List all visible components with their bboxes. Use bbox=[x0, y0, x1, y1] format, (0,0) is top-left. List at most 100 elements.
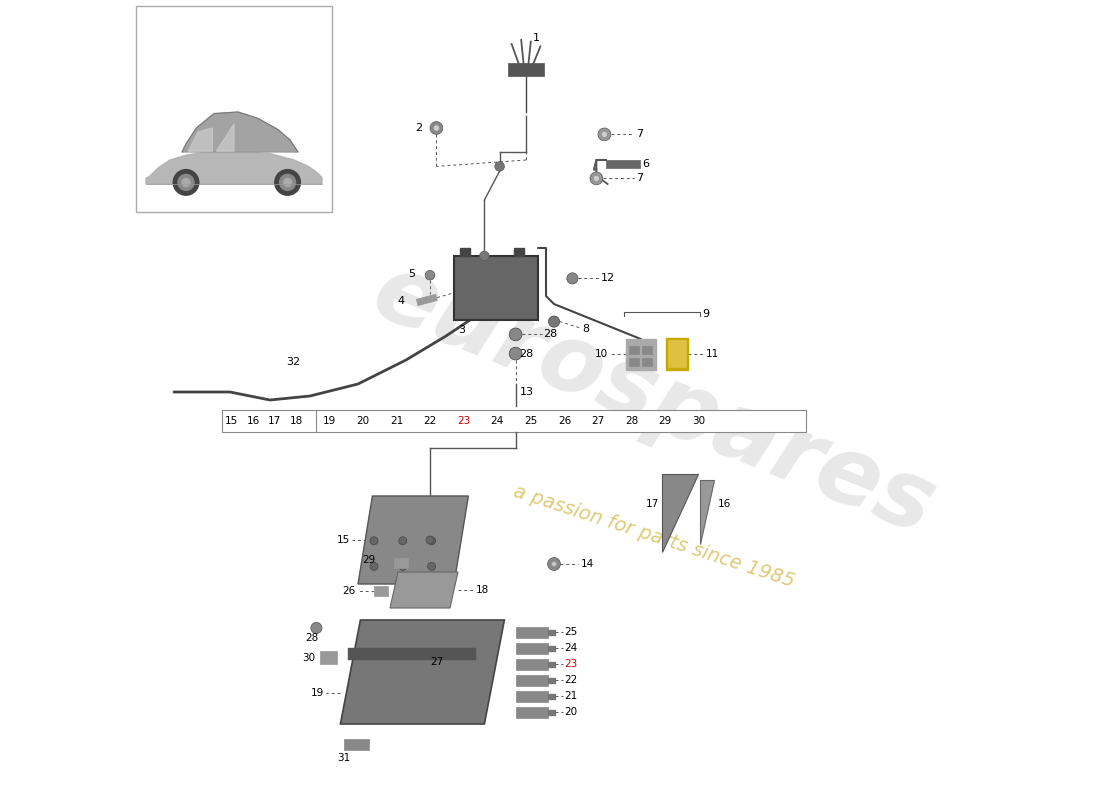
Bar bbox=[669, 340, 686, 367]
Bar bbox=[666, 338, 689, 370]
Text: 15: 15 bbox=[226, 416, 239, 426]
Bar bbox=[516, 707, 549, 718]
Polygon shape bbox=[701, 480, 714, 544]
Polygon shape bbox=[390, 572, 458, 608]
Circle shape bbox=[549, 316, 560, 327]
Text: 8: 8 bbox=[582, 324, 590, 334]
Text: 16: 16 bbox=[718, 499, 732, 509]
Text: 25: 25 bbox=[564, 627, 578, 637]
Text: 27: 27 bbox=[430, 657, 443, 666]
Circle shape bbox=[480, 251, 490, 261]
Bar bbox=[514, 248, 524, 256]
Circle shape bbox=[495, 162, 505, 171]
Polygon shape bbox=[182, 112, 298, 152]
Bar bbox=[629, 346, 639, 354]
Circle shape bbox=[370, 537, 378, 545]
Text: 18: 18 bbox=[475, 585, 488, 595]
Text: 26: 26 bbox=[558, 416, 571, 426]
Bar bbox=[642, 358, 651, 366]
Text: 30: 30 bbox=[302, 653, 316, 662]
Text: 27: 27 bbox=[592, 416, 605, 426]
Bar bbox=[606, 160, 639, 168]
Polygon shape bbox=[146, 152, 322, 184]
Circle shape bbox=[311, 622, 322, 634]
Circle shape bbox=[399, 562, 407, 570]
Circle shape bbox=[430, 122, 443, 134]
Text: 16: 16 bbox=[246, 416, 260, 426]
Text: 22: 22 bbox=[424, 416, 437, 426]
Text: 3: 3 bbox=[458, 325, 465, 334]
Text: 32: 32 bbox=[286, 357, 300, 366]
Text: 29: 29 bbox=[659, 416, 672, 426]
Bar bbox=[549, 630, 554, 635]
Text: 19: 19 bbox=[322, 416, 335, 426]
Text: 22: 22 bbox=[564, 675, 578, 685]
Circle shape bbox=[428, 562, 436, 570]
Circle shape bbox=[509, 328, 522, 341]
Text: 1: 1 bbox=[532, 34, 539, 43]
Circle shape bbox=[182, 178, 190, 186]
Text: 2: 2 bbox=[415, 123, 422, 133]
Circle shape bbox=[590, 172, 603, 185]
Bar bbox=[516, 675, 549, 686]
Text: 14: 14 bbox=[581, 559, 594, 569]
Circle shape bbox=[598, 128, 611, 141]
Bar bbox=[416, 294, 438, 306]
Text: 28: 28 bbox=[543, 330, 558, 339]
Circle shape bbox=[275, 170, 300, 195]
Bar bbox=[394, 558, 408, 568]
Bar bbox=[516, 691, 549, 702]
Text: 28: 28 bbox=[305, 634, 318, 643]
Text: 5: 5 bbox=[408, 269, 416, 278]
Text: 18: 18 bbox=[289, 416, 302, 426]
Text: 31: 31 bbox=[337, 753, 350, 762]
Polygon shape bbox=[358, 496, 469, 584]
Bar bbox=[516, 627, 549, 638]
Bar bbox=[549, 678, 554, 683]
Text: 19: 19 bbox=[310, 688, 323, 698]
Bar bbox=[516, 643, 549, 654]
Polygon shape bbox=[340, 620, 505, 724]
Text: 28: 28 bbox=[625, 416, 638, 426]
Text: 9: 9 bbox=[702, 309, 710, 318]
Circle shape bbox=[279, 174, 296, 190]
Circle shape bbox=[566, 273, 578, 284]
Text: 30: 30 bbox=[692, 416, 705, 426]
Circle shape bbox=[509, 347, 522, 360]
Bar bbox=[461, 248, 470, 256]
Text: 23: 23 bbox=[456, 416, 470, 426]
Text: 23: 23 bbox=[564, 659, 578, 669]
Text: 24: 24 bbox=[564, 643, 578, 653]
Text: 13: 13 bbox=[519, 387, 534, 397]
Polygon shape bbox=[662, 474, 698, 552]
Bar bbox=[642, 346, 651, 354]
Circle shape bbox=[602, 131, 607, 138]
Bar bbox=[549, 710, 554, 715]
Text: 17: 17 bbox=[268, 416, 282, 426]
Bar bbox=[454, 256, 538, 320]
Text: 28: 28 bbox=[519, 349, 534, 358]
Text: 7: 7 bbox=[636, 130, 642, 139]
Circle shape bbox=[370, 562, 378, 570]
Text: 21: 21 bbox=[389, 416, 403, 426]
Circle shape bbox=[399, 537, 407, 545]
Bar bbox=[374, 586, 388, 596]
Bar bbox=[516, 659, 549, 670]
Text: 20: 20 bbox=[564, 707, 578, 717]
Circle shape bbox=[433, 125, 440, 131]
Bar bbox=[135, 6, 331, 212]
Circle shape bbox=[426, 270, 434, 280]
Text: 6: 6 bbox=[642, 159, 649, 169]
Circle shape bbox=[428, 537, 436, 545]
Bar bbox=[549, 662, 554, 667]
Circle shape bbox=[284, 178, 292, 186]
Text: 15: 15 bbox=[337, 535, 350, 545]
Text: 25: 25 bbox=[525, 416, 538, 426]
Text: 20: 20 bbox=[356, 416, 370, 426]
Bar bbox=[222, 410, 806, 432]
Text: eurospares: eurospares bbox=[360, 246, 948, 554]
Text: 4: 4 bbox=[397, 296, 405, 306]
Circle shape bbox=[593, 175, 600, 182]
Bar bbox=[508, 63, 543, 76]
Text: 21: 21 bbox=[564, 691, 578, 701]
